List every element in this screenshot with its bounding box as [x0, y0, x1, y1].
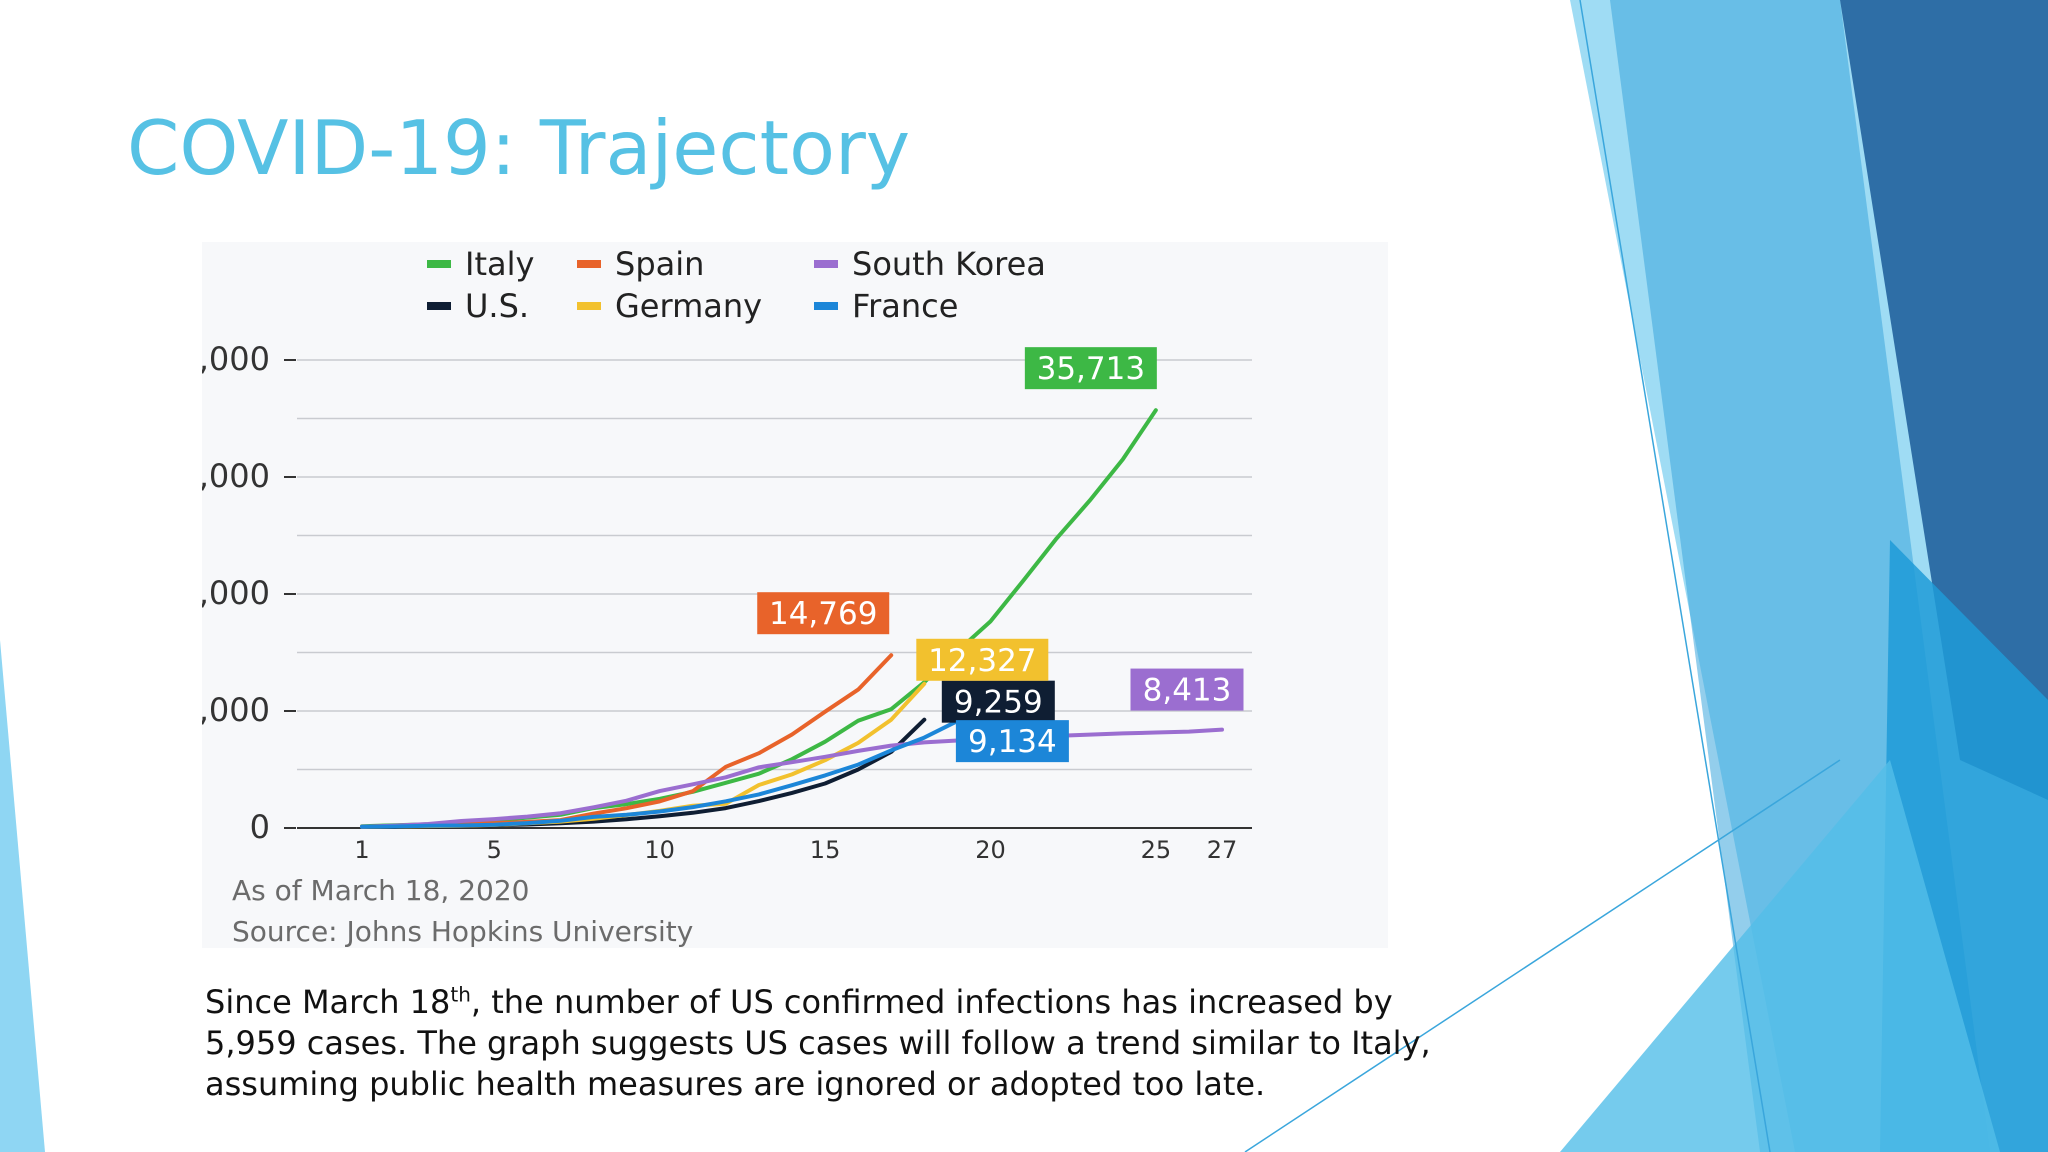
- x-tick-label: 20: [975, 836, 1006, 864]
- x-axis: 1 5 10 15 20 25 27: [354, 836, 1237, 864]
- chart-series: [360, 408, 1224, 829]
- x-tick-label: 25: [1141, 836, 1172, 864]
- line-chart: Italy U.S. Spain Germany South Korea France 0…: [202, 242, 1388, 948]
- end-label-text: 14,769: [769, 596, 877, 632]
- deco-line-1: [1579, 0, 1771, 1152]
- end-label-text: 35,713: [1037, 351, 1145, 387]
- end-label-box: [1024, 347, 1157, 390]
- y-tick-label: 40,000: [202, 340, 270, 378]
- deco-panel-bottom: [1560, 760, 2000, 1152]
- caption-superscript: th: [450, 982, 471, 1007]
- page-title: COVID-19: Trajectory: [127, 104, 911, 192]
- y-tick-label: 10,000: [202, 691, 270, 729]
- caption-line-1: Since March 18th, the number of US confi…: [205, 982, 1425, 1023]
- y-tick-label: 0: [250, 808, 270, 846]
- end-label-box: [941, 680, 1055, 723]
- caption-line-1-start: Since March 18: [205, 983, 451, 1021]
- chart-note-date: As of March 18, 2020: [232, 874, 529, 907]
- end-label-box: [955, 720, 1069, 763]
- end-label-box: [1130, 668, 1244, 711]
- end-label-text: 8,413: [1143, 673, 1232, 709]
- legend-label: Italy: [465, 245, 534, 283]
- series-line-south-korea: [360, 727, 1224, 829]
- end-label-text: 9,134: [968, 724, 1057, 760]
- y-axis: 0 10,000 20,000 30,000 40,000: [202, 340, 296, 846]
- y-tick-label: 20,000: [202, 574, 270, 612]
- x-tick-label: 5: [487, 836, 502, 864]
- end-label-text: 9,259: [954, 685, 1043, 721]
- x-tick-label: 1: [354, 836, 369, 864]
- chart-grid: [297, 359, 1252, 829]
- chart-end-labels: 35,713 9,259 14,769 12,327 8,413 9,134: [757, 347, 1244, 763]
- x-tick-label: 15: [810, 836, 841, 864]
- x-tick-label: 27: [1207, 836, 1238, 864]
- legend-label: France: [852, 287, 958, 325]
- legend-swatch: [577, 302, 601, 310]
- series-line-france: [360, 719, 960, 829]
- legend-swatch: [427, 302, 451, 310]
- chart-note-source: Source: Johns Hopkins University: [232, 915, 693, 948]
- caption-line-1-end: , the number of US confirmed infections …: [470, 983, 1393, 1021]
- x-tick-label: 10: [644, 836, 675, 864]
- legend-swatch: [427, 260, 451, 268]
- slide-caption: Since March 18th, the number of US confi…: [205, 982, 1431, 1105]
- legend-label: U.S.: [465, 287, 529, 325]
- caption-line-2: 5,959 cases. The graph suggests US cases…: [205, 1024, 1431, 1062]
- end-label-box: [916, 638, 1049, 681]
- legend-label: South Korea: [852, 245, 1046, 283]
- deco-line-2: [1244, 759, 1841, 1152]
- legend-swatch: [814, 260, 838, 268]
- y-tick-label: 30,000: [202, 457, 270, 495]
- deco-panel-dark: [1840, 0, 2048, 800]
- legend-label: Germany: [615, 287, 762, 325]
- caption-line-3: assuming public health measures are igno…: [205, 1065, 1266, 1103]
- chart-legend: Italy U.S. Spain Germany South Korea France: [427, 245, 1046, 325]
- legend-swatch: [577, 260, 601, 268]
- deco-panel-left: [0, 640, 45, 1152]
- end-label-text: 12,327: [928, 643, 1036, 679]
- legend-swatch: [814, 302, 838, 310]
- end-label-box: [757, 592, 890, 635]
- legend-label: Spain: [615, 245, 704, 283]
